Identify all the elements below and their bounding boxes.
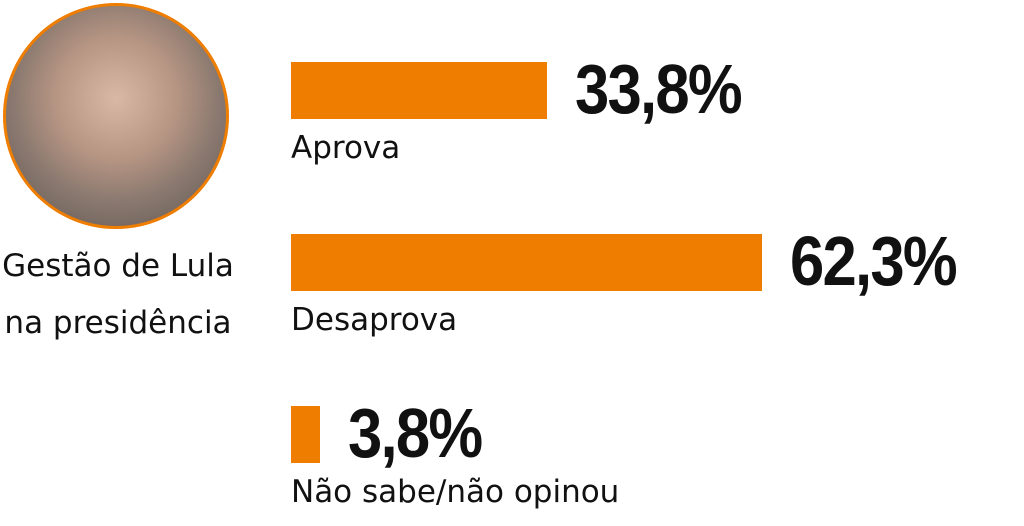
value-label: 33,8% [574, 50, 743, 128]
category-label: Aprova [291, 130, 401, 166]
chart-title: Gestão de Lula na presidência [2, 248, 234, 341]
value-label: 3,8% [347, 394, 483, 472]
value-label: 62,3% [789, 222, 958, 300]
bar [291, 234, 762, 291]
bar [291, 406, 320, 463]
category-label: Não sabe/não opinou [291, 474, 620, 510]
portrait-photo [3, 3, 229, 229]
category-label: Desaprova [291, 302, 458, 338]
bar [291, 62, 547, 119]
